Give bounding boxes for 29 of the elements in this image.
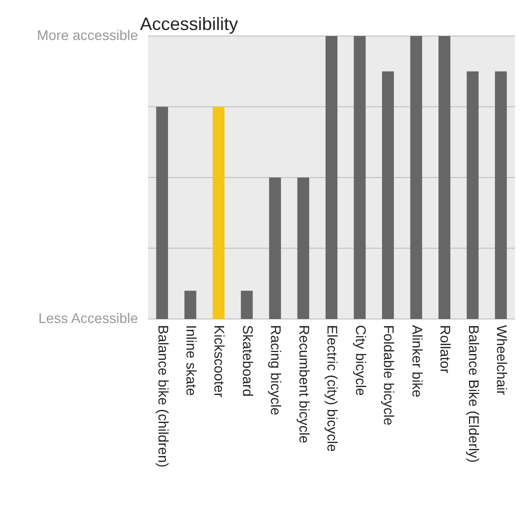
bar: [212, 106, 225, 319]
bar: [326, 36, 338, 319]
chart-title: Accessibility: [140, 14, 238, 34]
x-tick-label: Alinker bike: [409, 325, 426, 398]
x-tick-label: City bicycle: [352, 325, 369, 396]
x-tick-label: Rollator: [438, 325, 454, 374]
x-tick-label: Foldable bicycle: [381, 325, 398, 426]
x-tick-label: Wheelchair: [494, 325, 510, 396]
bar: [438, 36, 450, 319]
x-tick-label: Balance Bike (Elderly): [466, 325, 482, 463]
x-tick-label: Electric (city) bicycle: [324, 325, 341, 452]
bar: [156, 106, 168, 319]
bar: [466, 71, 479, 319]
x-tick-label: Balance bike (children): [155, 325, 172, 468]
bar: [382, 71, 394, 319]
x-tick-label: Racing bicycle: [268, 325, 284, 416]
text: Less Accessible: [38, 310, 138, 326]
bar: [494, 71, 507, 319]
bar: [297, 178, 310, 319]
bar: [184, 290, 196, 319]
x-tick-label: Skateboard: [240, 325, 256, 397]
x-tick-label: Inline skate: [183, 325, 200, 396]
bar: [240, 290, 253, 319]
x-tick-label: Recumbent bicycle: [296, 325, 312, 444]
bar: [269, 178, 281, 319]
x-tick-label: Kickscooter: [212, 325, 228, 398]
bar: [410, 36, 422, 319]
text: More accessible: [36, 26, 138, 43]
bar: [354, 36, 366, 319]
